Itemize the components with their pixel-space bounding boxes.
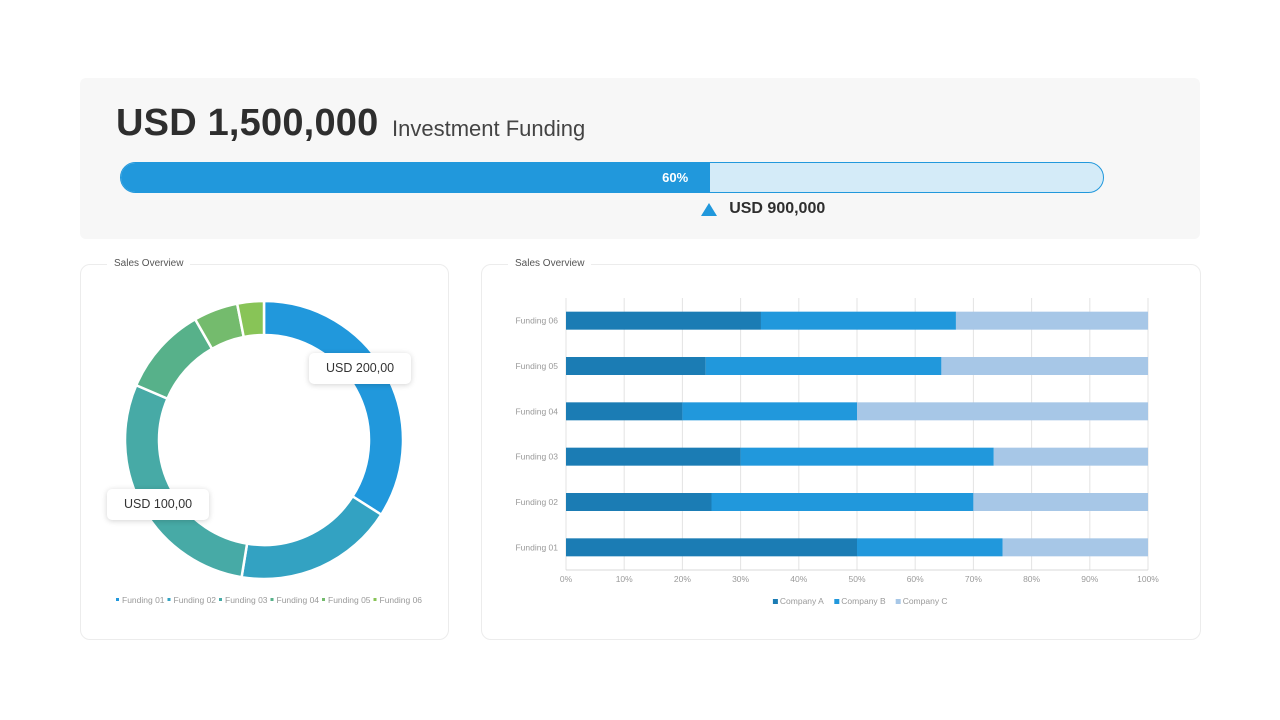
bar-funding-05-company-a [566,357,706,375]
donut-chart-panel: Sales Overview Funding 01 Funding 02 Fundi… [80,258,449,640]
bar-y-category-label: Funding 02 [515,497,558,507]
donut-legend-label: Funding 04 [277,595,320,605]
donut-legend-swatch [373,598,377,601]
bar-funding-01-company-a [566,538,857,557]
bar-legend-label: Company C [903,596,948,606]
donut-legend-label: Funding 03 [225,595,268,605]
donut-slice-funding-06 [235,299,266,339]
bar-x-tick-label: 80% [1023,574,1040,584]
bar-legend-swatch [834,599,840,604]
donut-legend-label: Funding 05 [328,595,371,605]
donut-slice-funding-01 [262,299,405,517]
bar-legend-swatch [772,599,778,604]
funding-marker-label: USD 900,000 [729,200,826,217]
bar-funding-03-company-a [566,447,741,466]
donut-legend-label: Funding 06 [380,595,423,605]
bar-x-tick-label: 40% [790,574,807,584]
donut-legend-label: Funding 02 [174,595,217,605]
bar-x-tick-label: 20% [674,574,691,584]
bar-legend-label: Company B [841,596,886,606]
funding-progress-percent: 60% [662,170,689,185]
bar-chart-panel: Sales Overview 0% 10% 20% 30% 40% 50% 60% 70% 80… [481,258,1201,640]
bar-x-tick-label: 50% [848,574,865,584]
bar-funding-02-company-c [973,493,1148,511]
donut-legend-swatch [116,598,119,601]
bar-funding-03-company-c [993,447,1148,466]
bar-funding-04-company-b [682,402,857,421]
funding-marker: USD 900,000 [701,200,825,218]
donut-panel-title: Sales Overview [107,258,191,269]
bar-x-tick-label: 60% [907,574,924,584]
donut-legend-swatch [270,598,274,601]
donut-slice-funding-03 [123,383,249,579]
stacked-bar-chart: 0% 10% 20% 30% 40% 50% 60% 70% 80% 90% 100% Funding… [515,298,1159,606]
bar-funding-06-company-b [760,311,956,330]
bar-funding-01-company-b [857,538,1003,557]
bar-chart-grid [565,298,1149,570]
bar-funding-04-company-a [566,402,683,421]
donut-legend-label: Funding 01 [122,595,165,605]
bar-legend-label: Company A [780,596,824,606]
bar-y-category-label: Funding 01 [515,542,558,552]
bar-funding-03-company-b [740,447,994,466]
bar-y-category-label: Funding 05 [515,361,558,371]
triangle-up-icon [701,202,718,216]
funding-progress-bar: 60% [120,162,1104,193]
bar-panel-title: Sales Overview [508,258,592,269]
bar-x-tick-label: 10% [616,574,633,584]
bar-x-tick-label: 70% [965,574,982,584]
bar-funding-05-company-c [941,357,1148,375]
donut-slice-funding-02 [240,494,383,581]
donut-callout-1: USD 200,00 [309,353,412,384]
bar-funding-06-company-c [955,311,1148,330]
bar-x-tick-label: 0% [560,574,573,584]
bar-y-category-label: Funding 03 [515,452,558,462]
bar-funding-04-company-c [857,402,1148,421]
bar-x-tick-label: 90% [1081,574,1098,584]
bar-funding-06-company-a [566,311,761,330]
bar-legend: Company A Company B Company C [772,596,948,606]
donut-legend-swatch [219,598,222,601]
donut-chart: Funding 01 Funding 02 Funding 03 Funding 04… [116,299,422,605]
donut-legend-swatch [322,598,325,601]
investment-card: USD 1,500,000 Investment Funding 60% USD… [80,78,1200,239]
donut-legend: Funding 01 Funding 02 Funding 03 Funding 04… [116,595,422,605]
investment-label: Investment Funding [392,116,586,141]
funding-progress-fill [121,163,711,192]
investment-amount: USD 1,500,000 [116,102,379,144]
donut-callout-2: USD 100,00 [107,489,210,520]
bar-x-tick-label: 30% [732,574,749,584]
bar-y-category-label: Funding 06 [515,316,558,326]
bar-legend-swatch [895,599,901,604]
bar-x-tick-label: 100% [1137,574,1159,584]
donut-legend-swatch [167,598,171,601]
bar-funding-02-company-b [711,493,974,511]
bar-funding-02-company-a [566,493,712,511]
bar-funding-05-company-b [705,357,942,375]
bar-y-category-label: Funding 04 [515,406,558,416]
bar-funding-01-company-c [1002,538,1148,557]
